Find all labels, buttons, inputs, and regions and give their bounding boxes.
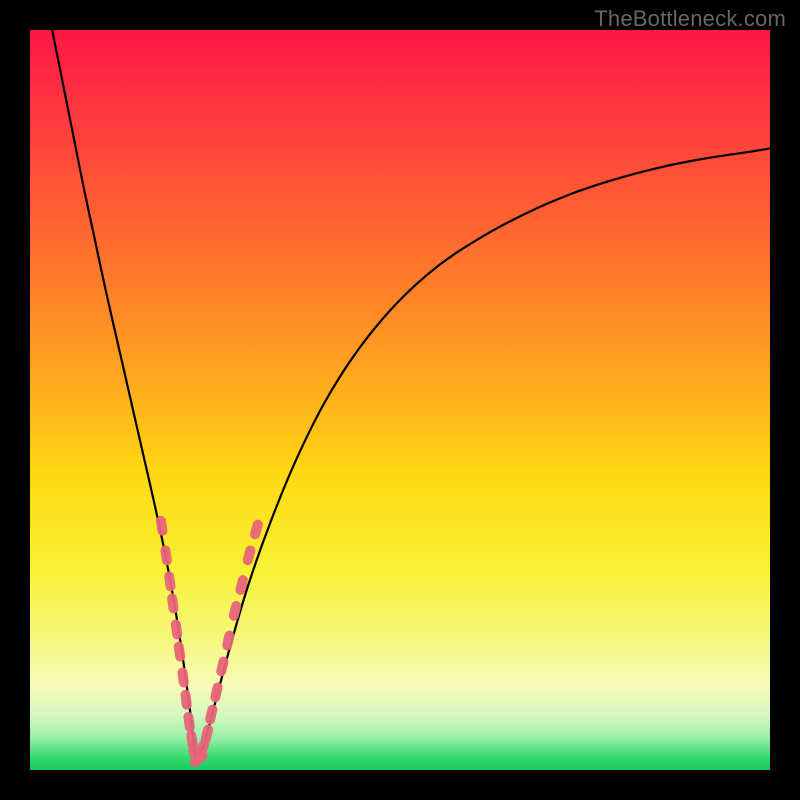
curve-overlay (30, 30, 770, 770)
curve-marker (221, 630, 235, 652)
curve-marker (166, 593, 179, 614)
curve-marker (209, 681, 223, 703)
curve-marker (160, 545, 173, 566)
curve-marker (177, 667, 190, 688)
plot-area (30, 30, 770, 770)
curve-marker (200, 724, 215, 746)
bottleneck-curve (52, 30, 770, 764)
curve-marker (170, 619, 183, 640)
curve-marker (155, 515, 168, 536)
curve-marker (180, 689, 193, 710)
curve-marker (164, 571, 177, 592)
curve-marker (183, 711, 196, 732)
curve-marker (228, 600, 242, 622)
curve-marker (204, 704, 218, 726)
curve-marker (173, 641, 186, 662)
curve-marker (249, 519, 264, 541)
curve-marker (242, 544, 257, 566)
watermark-text: TheBottleneck.com (594, 6, 786, 32)
curve-marker (215, 656, 229, 678)
